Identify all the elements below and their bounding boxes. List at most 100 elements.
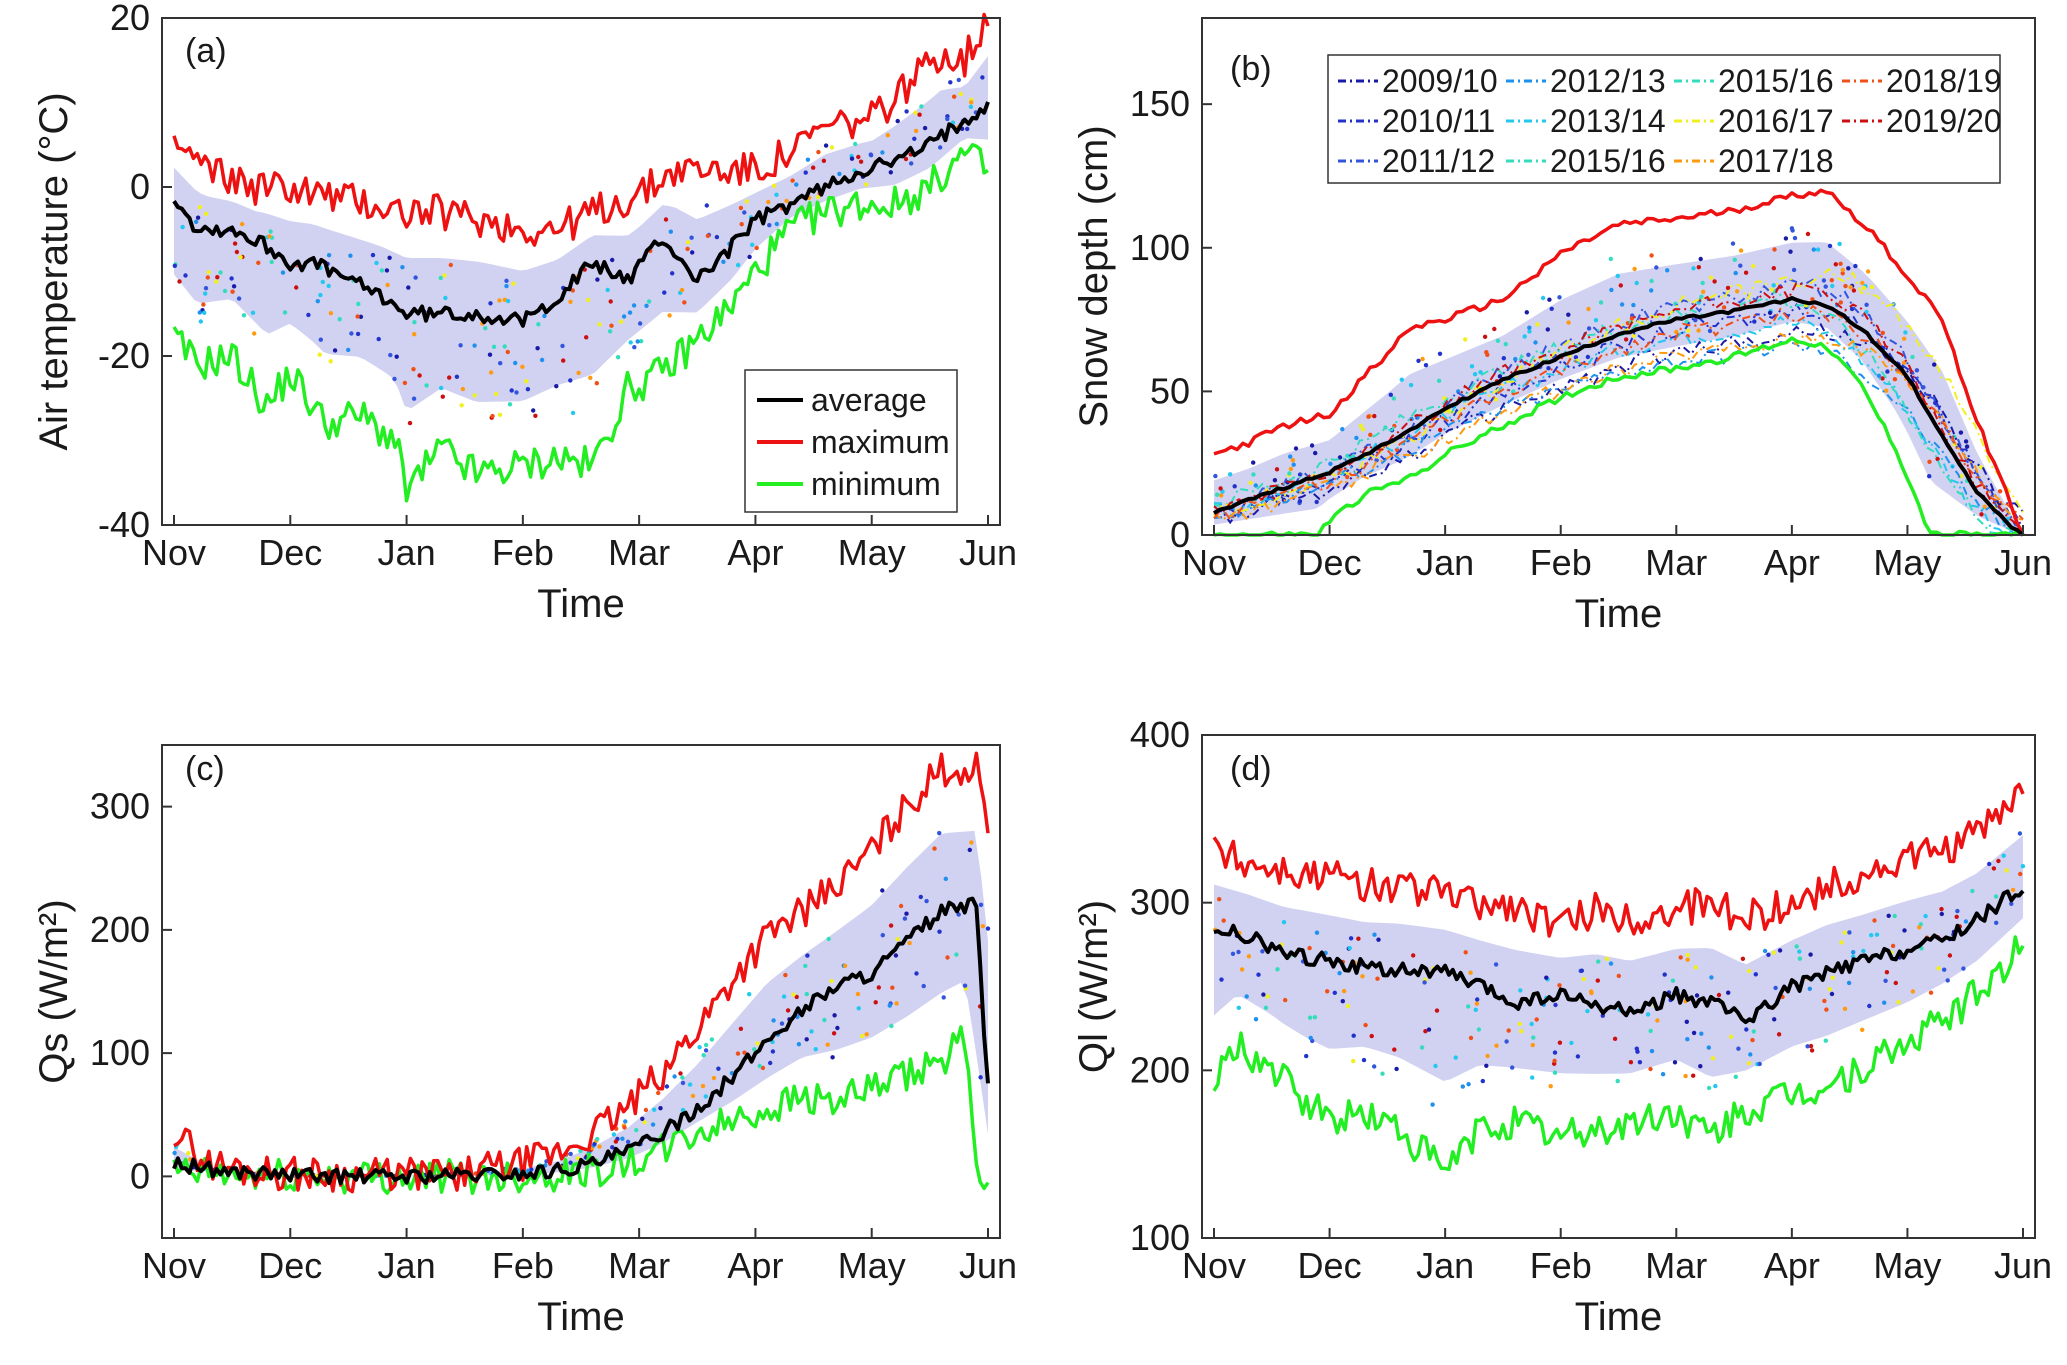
x-tick-label: May bbox=[838, 532, 906, 573]
year-dot bbox=[1391, 396, 1397, 401]
year-dot bbox=[511, 281, 516, 286]
year-dot bbox=[1954, 914, 1959, 919]
panel-c: Nov Dec Jan Feb Mar Apr May Jun 300 200 100 0 Time Qs… bbox=[32, 744, 1017, 1339]
year-dot bbox=[349, 331, 354, 336]
year-dot bbox=[1927, 474, 1932, 479]
year-line bbox=[1213, 340, 2023, 536]
year-dot bbox=[1978, 465, 1984, 470]
year-dot bbox=[197, 310, 202, 315]
year-dot bbox=[1767, 310, 1773, 315]
year-dot bbox=[703, 1048, 709, 1053]
year-dot bbox=[1751, 1029, 1757, 1034]
year-dot bbox=[1579, 968, 1585, 973]
year-dot bbox=[195, 215, 201, 220]
year-dot bbox=[230, 289, 235, 294]
year-dot bbox=[1236, 949, 1241, 955]
year-dot bbox=[1982, 504, 1987, 509]
year-dot bbox=[1932, 362, 1937, 367]
year-dot bbox=[402, 380, 408, 386]
year-dot bbox=[1823, 284, 1828, 289]
year-dot bbox=[1991, 866, 1997, 871]
year-dot bbox=[2009, 901, 2014, 906]
x-tick-label: Nov bbox=[1182, 542, 1246, 583]
year-dot bbox=[672, 1074, 677, 1079]
year-dot bbox=[1910, 354, 1915, 360]
year-dot bbox=[1361, 1057, 1367, 1063]
year-dot bbox=[1372, 932, 1377, 937]
year-dot bbox=[1710, 1056, 1716, 1061]
year-dot bbox=[1772, 247, 1777, 252]
year-dot bbox=[1281, 920, 1287, 925]
year-dot bbox=[650, 1122, 656, 1127]
year-dot bbox=[631, 303, 637, 308]
year-line bbox=[1213, 281, 2024, 536]
year-dot bbox=[1478, 370, 1483, 375]
year-dot bbox=[914, 971, 919, 976]
year-dot bbox=[1288, 466, 1294, 472]
year-dot bbox=[1827, 987, 1832, 992]
year-dot bbox=[1416, 358, 1421, 363]
year-dot bbox=[1797, 956, 1803, 961]
year-dot bbox=[198, 319, 203, 324]
year-dot bbox=[1996, 858, 2001, 864]
year-dot bbox=[1595, 978, 1601, 983]
year-dot bbox=[1608, 256, 1614, 262]
year-dot bbox=[595, 277, 600, 282]
year-dot bbox=[1987, 861, 1992, 867]
year-dot bbox=[504, 283, 509, 289]
x-tick-label: Nov bbox=[142, 1245, 206, 1286]
year-dot bbox=[903, 156, 909, 162]
y-tick-label: 0 bbox=[130, 166, 150, 207]
year-dot bbox=[1566, 312, 1571, 317]
year-dot bbox=[805, 953, 810, 958]
year-dot bbox=[438, 275, 443, 281]
year-dot bbox=[1236, 1005, 1242, 1010]
year-dot bbox=[1484, 1063, 1489, 1069]
year-dot bbox=[785, 1008, 791, 1013]
year-dot bbox=[909, 161, 914, 166]
year-dot bbox=[1698, 1064, 1703, 1069]
year-dot bbox=[1552, 1050, 1558, 1055]
year-dot bbox=[620, 1136, 625, 1141]
year-dot bbox=[1497, 374, 1503, 379]
year-dot bbox=[609, 323, 614, 328]
year-dot bbox=[497, 412, 503, 417]
year-dot bbox=[1939, 911, 1945, 917]
year-dot bbox=[969, 100, 974, 105]
year-dot bbox=[803, 963, 808, 969]
year-dot bbox=[1596, 959, 1601, 964]
year-dot bbox=[1472, 372, 1478, 377]
year-dot bbox=[1219, 493, 1224, 498]
year-dot bbox=[1958, 430, 1964, 435]
year-dot bbox=[318, 292, 323, 298]
year-dot bbox=[1709, 975, 1714, 980]
year-dot bbox=[183, 273, 188, 278]
year-dot bbox=[1430, 1102, 1435, 1107]
year-dot bbox=[744, 199, 750, 204]
year-dot bbox=[1244, 994, 1249, 999]
year-dot bbox=[355, 314, 360, 319]
year-dot bbox=[643, 1107, 649, 1113]
year-dot bbox=[1964, 444, 1970, 449]
year-dot bbox=[791, 992, 796, 997]
year-dot bbox=[2010, 887, 2016, 893]
year-dot bbox=[1838, 261, 1843, 266]
year-dot bbox=[328, 359, 333, 364]
year-dot bbox=[1808, 952, 1813, 957]
year-dot bbox=[890, 985, 895, 990]
year-dot bbox=[514, 390, 519, 395]
year-dot bbox=[1366, 414, 1371, 419]
year-dot bbox=[895, 118, 900, 124]
year-dot bbox=[1750, 1037, 1755, 1043]
legend-box bbox=[1327, 54, 2001, 184]
year-dot bbox=[595, 1136, 600, 1142]
year-dot bbox=[873, 1000, 878, 1005]
year-dot bbox=[956, 77, 961, 83]
year-dot bbox=[607, 329, 613, 334]
year-dot bbox=[885, 133, 890, 138]
legend-entry: 2009/10 bbox=[1382, 63, 1498, 99]
year-dot bbox=[1771, 283, 1776, 288]
year-dot bbox=[1706, 1045, 1712, 1050]
year-dot bbox=[203, 291, 208, 296]
legend-entry: 2013/14 bbox=[1550, 103, 1666, 139]
